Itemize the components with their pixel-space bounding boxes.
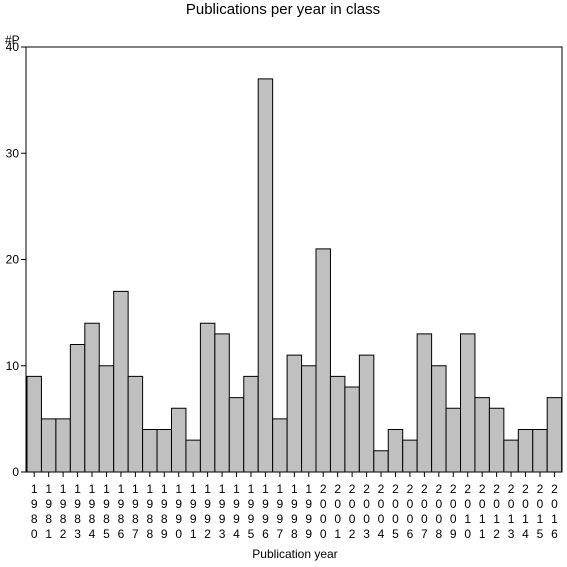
- bar-2007: [416, 333, 433, 473]
- bar-1999: [301, 365, 317, 473]
- bar-1990: [171, 407, 187, 473]
- bar-2000: [315, 248, 331, 473]
- bar-1996: [257, 78, 274, 473]
- bar-1997: [272, 418, 288, 473]
- bar-2005: [387, 429, 404, 473]
- bar-2009: [445, 407, 461, 473]
- plot-frame: [25, 46, 563, 473]
- bar-2002: [344, 386, 360, 473]
- bar-1987: [127, 375, 144, 473]
- bars-group: [26, 78, 563, 473]
- bar-2016: [546, 397, 563, 473]
- bar-1995: [243, 375, 259, 473]
- bar-1980: [26, 375, 42, 473]
- bar-1982: [55, 418, 71, 473]
- bar-1986: [113, 290, 129, 473]
- bar-2010: [460, 333, 476, 473]
- bar-2011: [474, 397, 490, 473]
- x-axis-label: Publication year: [252, 547, 337, 561]
- y-ticks-group: 0 10 20 30 40: [6, 40, 26, 479]
- bar-2013: [503, 439, 519, 473]
- bar-1981: [40, 418, 57, 473]
- bar-2003: [358, 354, 375, 473]
- bar-1998: [286, 354, 303, 473]
- bar-1988: [142, 429, 158, 473]
- x-ticks-group: 1 9 8 0 1 9 8 1 1 9 8 2 1 9 8 3 1 9 8 4 1 9 8 5 1 9 8 6 1 9 8 7 1 9 8 8 1 9 8 9…: [31, 472, 558, 541]
- bar-2014: [517, 429, 534, 473]
- bar-2001: [329, 375, 346, 473]
- bar-1994: [228, 397, 245, 473]
- bar-2006: [402, 439, 418, 473]
- y-tick-label-40: 40: [6, 40, 20, 54]
- y-tick-label-0: 0: [12, 465, 19, 479]
- bar-1993: [214, 333, 230, 473]
- y-tick-label-10: 10: [6, 359, 20, 373]
- bar-2004: [373, 450, 389, 473]
- bar-1991: [185, 439, 201, 473]
- y-tick-label-30: 30: [6, 146, 20, 160]
- bar-1992: [199, 322, 216, 473]
- bar-1985: [98, 365, 115, 473]
- bar-1983: [69, 344, 86, 473]
- chart-title: Publications per year in class: [186, 1, 380, 18]
- bar-1984: [84, 322, 100, 473]
- bar-2008: [431, 365, 447, 473]
- bar-2012: [488, 407, 505, 473]
- bar-2015: [532, 429, 548, 473]
- y-axis-label: #P: [5, 33, 20, 47]
- bar-1989: [156, 429, 173, 473]
- y-tick-label-20: 20: [6, 253, 20, 267]
